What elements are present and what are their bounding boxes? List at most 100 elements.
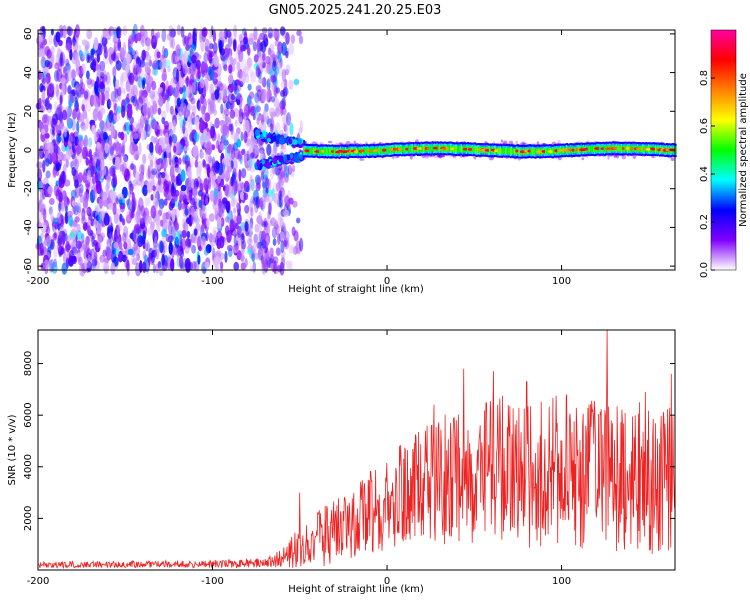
spectrogram-noise-cell bbox=[122, 218, 126, 226]
spectrogram-noise-cell bbox=[246, 47, 251, 55]
spectrogram-noise-cell bbox=[149, 90, 156, 99]
spectrogram-noise-cell bbox=[170, 174, 176, 184]
spectrogram-noise-cell bbox=[285, 50, 289, 59]
spectrogram-noise-cell bbox=[151, 80, 157, 91]
spectrogram-noise-cell bbox=[98, 235, 103, 249]
spectrogram-noise-cell bbox=[82, 221, 88, 231]
spectrogram-noise-cell bbox=[237, 225, 242, 238]
spectrogram-noise-cell bbox=[137, 76, 143, 89]
spectrogram-band-cell bbox=[459, 145, 462, 152]
spectrogram-noise-cell bbox=[60, 77, 66, 85]
spectrogram-noise-cell bbox=[274, 107, 281, 115]
spectrogram-noise-cell bbox=[171, 182, 175, 194]
spectrogram-noise-cell bbox=[85, 235, 90, 246]
spectrogram-noise-cell bbox=[243, 152, 248, 165]
spectrogram-noise-cell bbox=[114, 248, 120, 257]
spectrogram-noise-cell bbox=[249, 67, 253, 77]
spectrogram-noise-cell bbox=[135, 56, 140, 65]
spectrogram-noise-cell bbox=[55, 83, 59, 97]
spectrogram-noise-cell bbox=[291, 226, 296, 237]
spectrogram-noise-cell bbox=[88, 148, 93, 159]
spectrogram-noise-cell bbox=[96, 220, 102, 235]
spectrogram-noise-cell bbox=[182, 120, 186, 135]
spectrogram-noise-cell bbox=[50, 258, 55, 273]
spectrogram-noise-cell bbox=[240, 70, 246, 85]
spectrogram-noise-cell bbox=[91, 175, 96, 185]
spectrogram-noise-cell bbox=[69, 231, 76, 238]
spectrogram-noise-cell bbox=[77, 172, 83, 183]
spectrogram-noise-cell bbox=[112, 234, 118, 242]
spectrogram-noise-cell bbox=[167, 65, 171, 73]
spectrogram-noise-cell bbox=[99, 211, 105, 219]
spectrogram-noise-cell bbox=[224, 225, 230, 236]
spectrogram-noise-cell bbox=[41, 72, 45, 83]
spectrogram-noise-cell bbox=[231, 198, 236, 207]
spectrogram-band-halo bbox=[621, 154, 627, 160]
spectrogram-noise-cell bbox=[244, 221, 249, 232]
spectrogram-noise-cell bbox=[139, 164, 144, 175]
spectrogram-noise-cell bbox=[274, 219, 278, 229]
spectrogram-noise-cell bbox=[186, 75, 189, 87]
spectrogram-band-halo bbox=[359, 158, 365, 161]
spectrogram-noise-cell bbox=[225, 184, 231, 198]
spectrogram-peak-cell bbox=[494, 149, 499, 153]
spectrogram-noise-cell bbox=[182, 119, 188, 127]
spectrogram-peak-cell bbox=[397, 147, 402, 151]
spectrogram-noise-cell bbox=[77, 134, 84, 142]
spectrogram-noise-cell bbox=[78, 256, 83, 266]
spectrogram-noise-cell bbox=[178, 199, 182, 211]
spectrogram-noise-cell bbox=[201, 61, 206, 71]
spectrogram-noise-cell bbox=[283, 78, 288, 91]
spectrogram-noise-cell bbox=[191, 82, 196, 93]
spectrogram-band-cell bbox=[403, 146, 406, 153]
spectrogram-noise-cell bbox=[118, 241, 123, 250]
spectrogram-peak-cell bbox=[426, 147, 430, 151]
spectrogram-noise-cell bbox=[149, 252, 155, 266]
spectrogram-noise-cell bbox=[253, 233, 258, 244]
spectrogram-noise-cell bbox=[69, 49, 73, 61]
spectrogram-noise-cell bbox=[76, 112, 83, 123]
spectrogram-noise-cell bbox=[273, 260, 277, 274]
spectrogram-band-cell bbox=[458, 146, 461, 153]
spectrogram-noise-cell bbox=[226, 165, 233, 173]
spectrogram-noise-cell bbox=[63, 252, 67, 264]
spectrogram-noise-cell bbox=[122, 87, 126, 95]
spectrogram-noise-cell bbox=[127, 106, 133, 119]
spectrogram-peak-cell bbox=[515, 149, 519, 153]
spectrogram-noise-cell bbox=[233, 86, 240, 95]
spectrogram-noise-cell bbox=[177, 62, 181, 71]
spectrogram-band-halo bbox=[613, 154, 617, 158]
spectrogram-noise-cell bbox=[236, 61, 241, 72]
spectrogram-noise-cell bbox=[241, 232, 245, 241]
spectrogram-noise-cell bbox=[250, 178, 255, 192]
spectrogram-noise-cell bbox=[81, 125, 87, 132]
spectrogram-noise-cell bbox=[269, 67, 274, 78]
spectrogram-noise-cell bbox=[113, 29, 117, 38]
spectrogram-noise-cell bbox=[227, 36, 233, 48]
spectrogram-noise-cell bbox=[204, 38, 210, 53]
spectrogram-noise-cell bbox=[152, 263, 156, 274]
spectrogram-peak-cell bbox=[445, 147, 449, 151]
spectrogram-noise-cell bbox=[82, 51, 86, 61]
spectrogram-noise-cell bbox=[75, 146, 82, 154]
spectrogram-noise-cell bbox=[100, 107, 106, 115]
spectrogram-noise-cell bbox=[256, 241, 262, 249]
spectrogram-noise-cell bbox=[177, 245, 183, 256]
spectrogram-noise-cell bbox=[244, 204, 250, 214]
spectrogram-noise-cell bbox=[229, 109, 236, 119]
spectrogram-noise-cell bbox=[131, 49, 136, 56]
spectrogram-noise-cell bbox=[278, 190, 283, 203]
spectrogram-noise-cell bbox=[115, 60, 122, 71]
spectrogram-noise-cell bbox=[106, 247, 112, 261]
spectrogram-noise-cell bbox=[104, 46, 108, 60]
spectrogram-split-cell bbox=[254, 129, 260, 137]
spectrogram-noise-cell bbox=[187, 67, 192, 75]
spectrogram-noise-cell bbox=[203, 129, 208, 136]
spectrogram-band-cell bbox=[498, 148, 501, 155]
spectrogram-band-cell bbox=[454, 146, 457, 153]
spectrogram-noise-cell bbox=[270, 217, 276, 227]
spectrogram-noise-cell bbox=[129, 116, 135, 124]
spectrogram-noise-cell bbox=[51, 261, 58, 274]
spectrogram-noise-cell bbox=[280, 80, 286, 88]
spectrogram-band-halo bbox=[521, 141, 526, 146]
